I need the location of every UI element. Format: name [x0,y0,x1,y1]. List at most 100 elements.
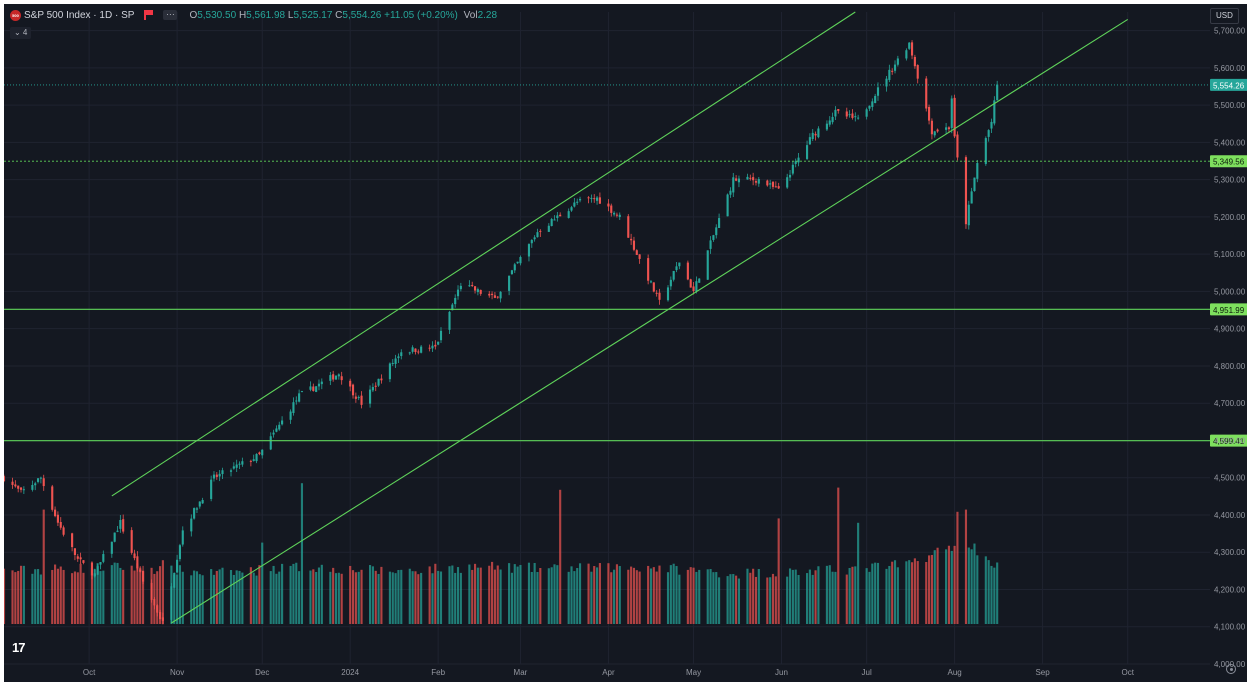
y-tick-label: 5,300.00 [1214,176,1246,185]
volume-bar [212,574,216,624]
x-axis: Oct Nov Dec 2024 Feb Mar Apr May Jun Jul Aug Sep Oct [83,668,1135,677]
volume-bar [828,565,831,624]
candle-body [428,347,431,349]
x-tick-label: Aug [947,668,961,677]
volume-bar [539,568,542,624]
volume-bar [732,574,735,624]
volume-bar [39,574,42,624]
y-tick-label: 5,100.00 [1214,250,1246,259]
y-tick-label: 4,600.00 [1214,436,1246,445]
volume-bar [93,569,96,624]
candle-body [689,279,692,288]
volume-bar [893,560,897,624]
volume-bar [891,561,894,624]
candle-body [292,402,295,413]
candle-body [655,292,658,294]
price-chart[interactable]: 5,554.265,349.564,951.994,599.415,700.00… [4,4,1247,682]
volume-bar [709,569,712,624]
candle-body [315,386,318,392]
volume-bar [686,569,689,624]
candle-body [669,279,672,287]
candle-body [973,177,976,192]
candle-body [317,383,321,387]
candle-body [627,216,630,238]
candle-body [332,374,335,380]
volume-bar [516,566,519,624]
candle-body [431,345,434,349]
volume-bar [133,570,136,624]
candle-body [885,78,888,87]
volume-bar [320,564,323,624]
volume-bar [371,566,374,624]
volume-bar [678,574,681,624]
candle-body [967,204,970,226]
open-value: 5,530.50 [197,9,237,21]
indicators-toggle[interactable]: ⌄ 4 [10,27,32,39]
volume-bar [195,571,199,624]
volume-bar [334,573,338,624]
volume-bar [956,511,959,624]
candle-body [746,176,749,180]
volume-bar [374,570,377,624]
candle-body [578,198,582,201]
volume-bar [746,568,749,624]
x-tick-label: Sep [1035,668,1050,677]
candle-body [567,211,570,218]
volume-bar [715,572,718,624]
candle-body [229,470,233,472]
candle-body [516,261,519,264]
volume-bar [530,571,533,624]
candle-body [272,432,275,435]
candle-body [278,424,281,430]
volume-bar [119,567,122,624]
volume-bar [141,571,145,624]
volume-bar [769,577,772,624]
volume-bar [479,567,482,624]
candle-body [133,553,136,559]
volume-bar [116,562,119,624]
symbol-title[interactable]: S&P 500 Index · 1D · SP [24,9,135,21]
volume-bar [553,564,556,624]
candle-body [638,254,641,259]
volume-bar [752,568,755,624]
volume-bar [627,569,630,624]
volume-bar [851,566,854,624]
volume-bar [130,565,133,624]
trend-line-channel-upper [111,11,856,497]
volume-bar [113,562,116,624]
candle-body [857,117,860,119]
candle-body [587,197,590,199]
candle-body [718,218,721,228]
more-options-icon[interactable]: ··· [163,10,178,20]
volume-bar [329,571,332,624]
candle-body [930,120,933,135]
currency-button[interactable]: USD [1210,8,1239,24]
volume-bar [269,571,272,624]
candle-body [136,556,139,569]
volume-bar [411,571,414,624]
ohlc-readout: O5,530.50 H5,561.98 L5,525.17 C5,554.26 … [189,10,497,21]
candle-body [90,562,94,576]
volume-bar [825,565,828,624]
volume-bar [964,509,968,624]
volume-bar [312,569,315,624]
candle-body [19,487,23,490]
candle-body [715,227,718,236]
volume-bar [857,522,860,624]
candle-body [371,387,374,391]
volume-bar [408,568,411,624]
candle-body [218,473,221,477]
volume-bar [11,570,14,624]
candle-body [181,530,184,545]
candle-body [593,198,596,200]
candle-body [178,545,181,560]
tradingview-logo[interactable]: 17 [12,640,26,655]
flag-icon[interactable] [144,10,154,20]
volume-bar [36,569,40,624]
y-tick-label: 4,200.00 [1214,585,1246,594]
volume-bar [54,564,57,624]
candle-body [698,278,701,283]
candle-body [757,179,760,184]
settings-icon[interactable] [1226,664,1236,674]
candle-body [36,478,40,482]
